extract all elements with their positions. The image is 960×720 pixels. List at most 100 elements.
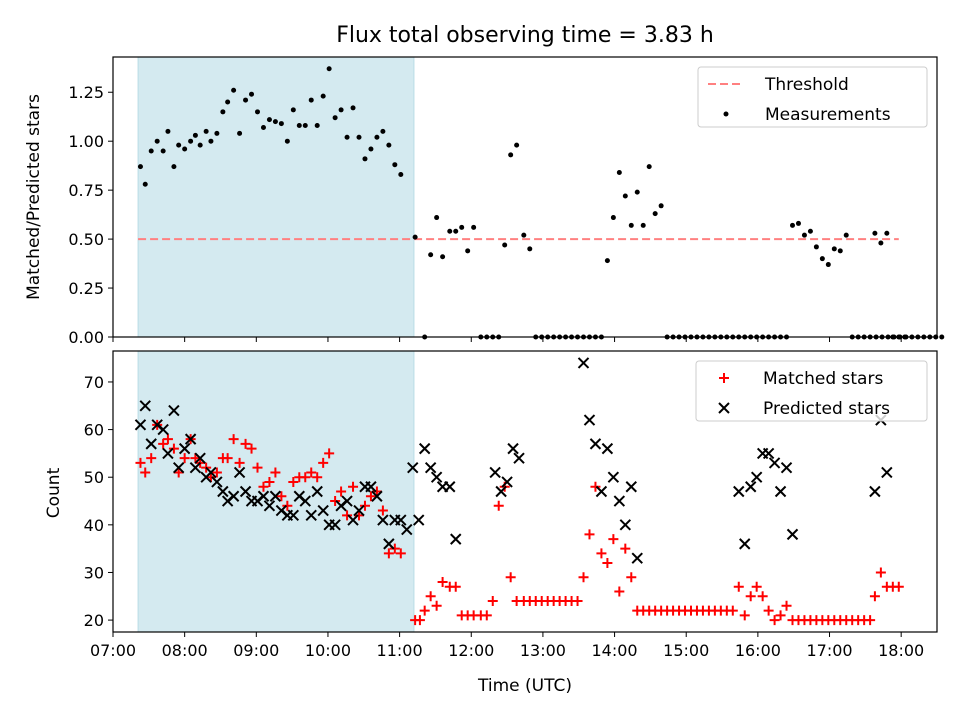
matched-point — [893, 581, 904, 592]
measurement-point — [514, 142, 520, 148]
measurement-point — [249, 91, 255, 97]
measurement-point — [453, 228, 459, 234]
legend-predicted-swatch — [718, 402, 730, 414]
matched-point — [757, 591, 768, 602]
predicted-point — [589, 438, 602, 450]
predicted-point — [317, 504, 329, 517]
measurement-point — [137, 164, 143, 170]
x-tick-label: 07:00 — [90, 641, 136, 660]
predicted-point — [299, 495, 311, 507]
measurement-point — [266, 117, 272, 123]
matched-point — [179, 453, 190, 464]
legend-label: Matched stars — [763, 369, 883, 389]
legend: Matched stars Predicted stars — [695, 360, 928, 422]
measurement-point — [521, 232, 527, 238]
matched-point — [614, 586, 625, 597]
predicted-point — [444, 481, 456, 493]
measurement-point — [374, 134, 380, 140]
matched-point — [240, 438, 251, 449]
measurement-point — [362, 156, 368, 162]
matched-point — [234, 457, 245, 468]
measurement-point — [197, 142, 203, 148]
matched-point — [596, 548, 607, 559]
measurement-point — [254, 109, 260, 115]
predicted-point — [780, 461, 793, 474]
matched-point — [312, 472, 323, 483]
measurement-point — [142, 181, 148, 187]
matched-point — [330, 496, 341, 507]
measurement-point — [434, 215, 440, 221]
measurement-point — [813, 244, 819, 250]
measurement-point — [237, 130, 243, 136]
predicted-point — [168, 404, 180, 417]
y-tick-label: 20 — [84, 611, 104, 630]
matched-point — [359, 500, 370, 511]
predicted-point — [619, 519, 632, 531]
predicted-point — [205, 466, 217, 479]
x-tick-label: 15:00 — [663, 641, 709, 660]
y-tick-label: 60 — [84, 421, 104, 440]
predicted-point — [513, 452, 525, 464]
matched-point — [228, 434, 239, 445]
predicted-point — [577, 357, 590, 369]
matched-point — [481, 610, 492, 621]
measurement-point — [386, 142, 392, 148]
bottom-panel: 20 30 40 50 60 70 07:00 08:00 09:00 10:00 11:00 12:… — [84, 350, 938, 660]
predicted-point — [233, 466, 246, 479]
matched-point — [383, 548, 394, 559]
predicted-point — [371, 490, 383, 502]
matched-point — [775, 610, 786, 621]
measurement-point — [447, 228, 453, 234]
measurement-point — [819, 256, 825, 262]
matched-point — [769, 615, 780, 626]
predicted-point — [311, 485, 323, 498]
top-panel: 0.00 0.25 0.50 0.75 1.00 1.25 Threshold Measure… — [68, 56, 945, 347]
matched-point — [739, 610, 750, 621]
predicted-point — [172, 461, 185, 474]
measurement-point — [380, 128, 386, 134]
measurement-point — [314, 123, 320, 129]
matched-point — [168, 443, 179, 454]
predicted-point — [450, 533, 462, 545]
measurement-point — [154, 138, 160, 144]
x-tick-label: 13:00 — [520, 641, 566, 660]
y-tick-label: 0.50 — [68, 230, 104, 249]
predicted-point — [501, 476, 513, 488]
x-tick-label: 10:00 — [305, 641, 351, 660]
legend-measurement-swatch — [723, 111, 729, 117]
matched-point — [264, 476, 275, 487]
measurement-point — [320, 93, 326, 99]
matched-point — [620, 543, 631, 554]
predicted-point — [383, 538, 395, 550]
predicted-point — [263, 500, 276, 512]
x-tick-label: 12:00 — [448, 641, 494, 660]
legend-label: Measurements — [765, 105, 891, 125]
x-tick-label: 17:00 — [806, 641, 852, 660]
measurement-point — [837, 248, 843, 254]
predicted-point — [583, 414, 596, 426]
matched-point — [733, 581, 744, 592]
measurement-point — [171, 164, 177, 170]
measurement-point — [332, 115, 338, 121]
predicted-point — [178, 442, 191, 455]
x-axis-label: Time (UTC) — [477, 676, 572, 696]
measurement-point — [604, 258, 610, 264]
bottom-y-axis-label: Count — [44, 467, 64, 518]
matched-point — [763, 605, 774, 616]
matched-point — [318, 457, 329, 468]
matched-point — [419, 605, 430, 616]
matched-point — [371, 486, 382, 497]
matched-point — [377, 505, 388, 516]
matched-point — [572, 596, 583, 607]
legend: Threshold Measurements — [697, 66, 928, 128]
matched-point — [252, 462, 263, 473]
predicted-point — [601, 442, 614, 455]
measurement-point — [843, 232, 849, 238]
matched-point — [190, 453, 201, 464]
matched-point — [211, 467, 222, 478]
measurement-point — [231, 87, 237, 93]
predicted-point — [418, 442, 431, 455]
matched-point — [365, 491, 376, 502]
matched-point — [173, 467, 184, 478]
matched-point — [276, 491, 287, 502]
